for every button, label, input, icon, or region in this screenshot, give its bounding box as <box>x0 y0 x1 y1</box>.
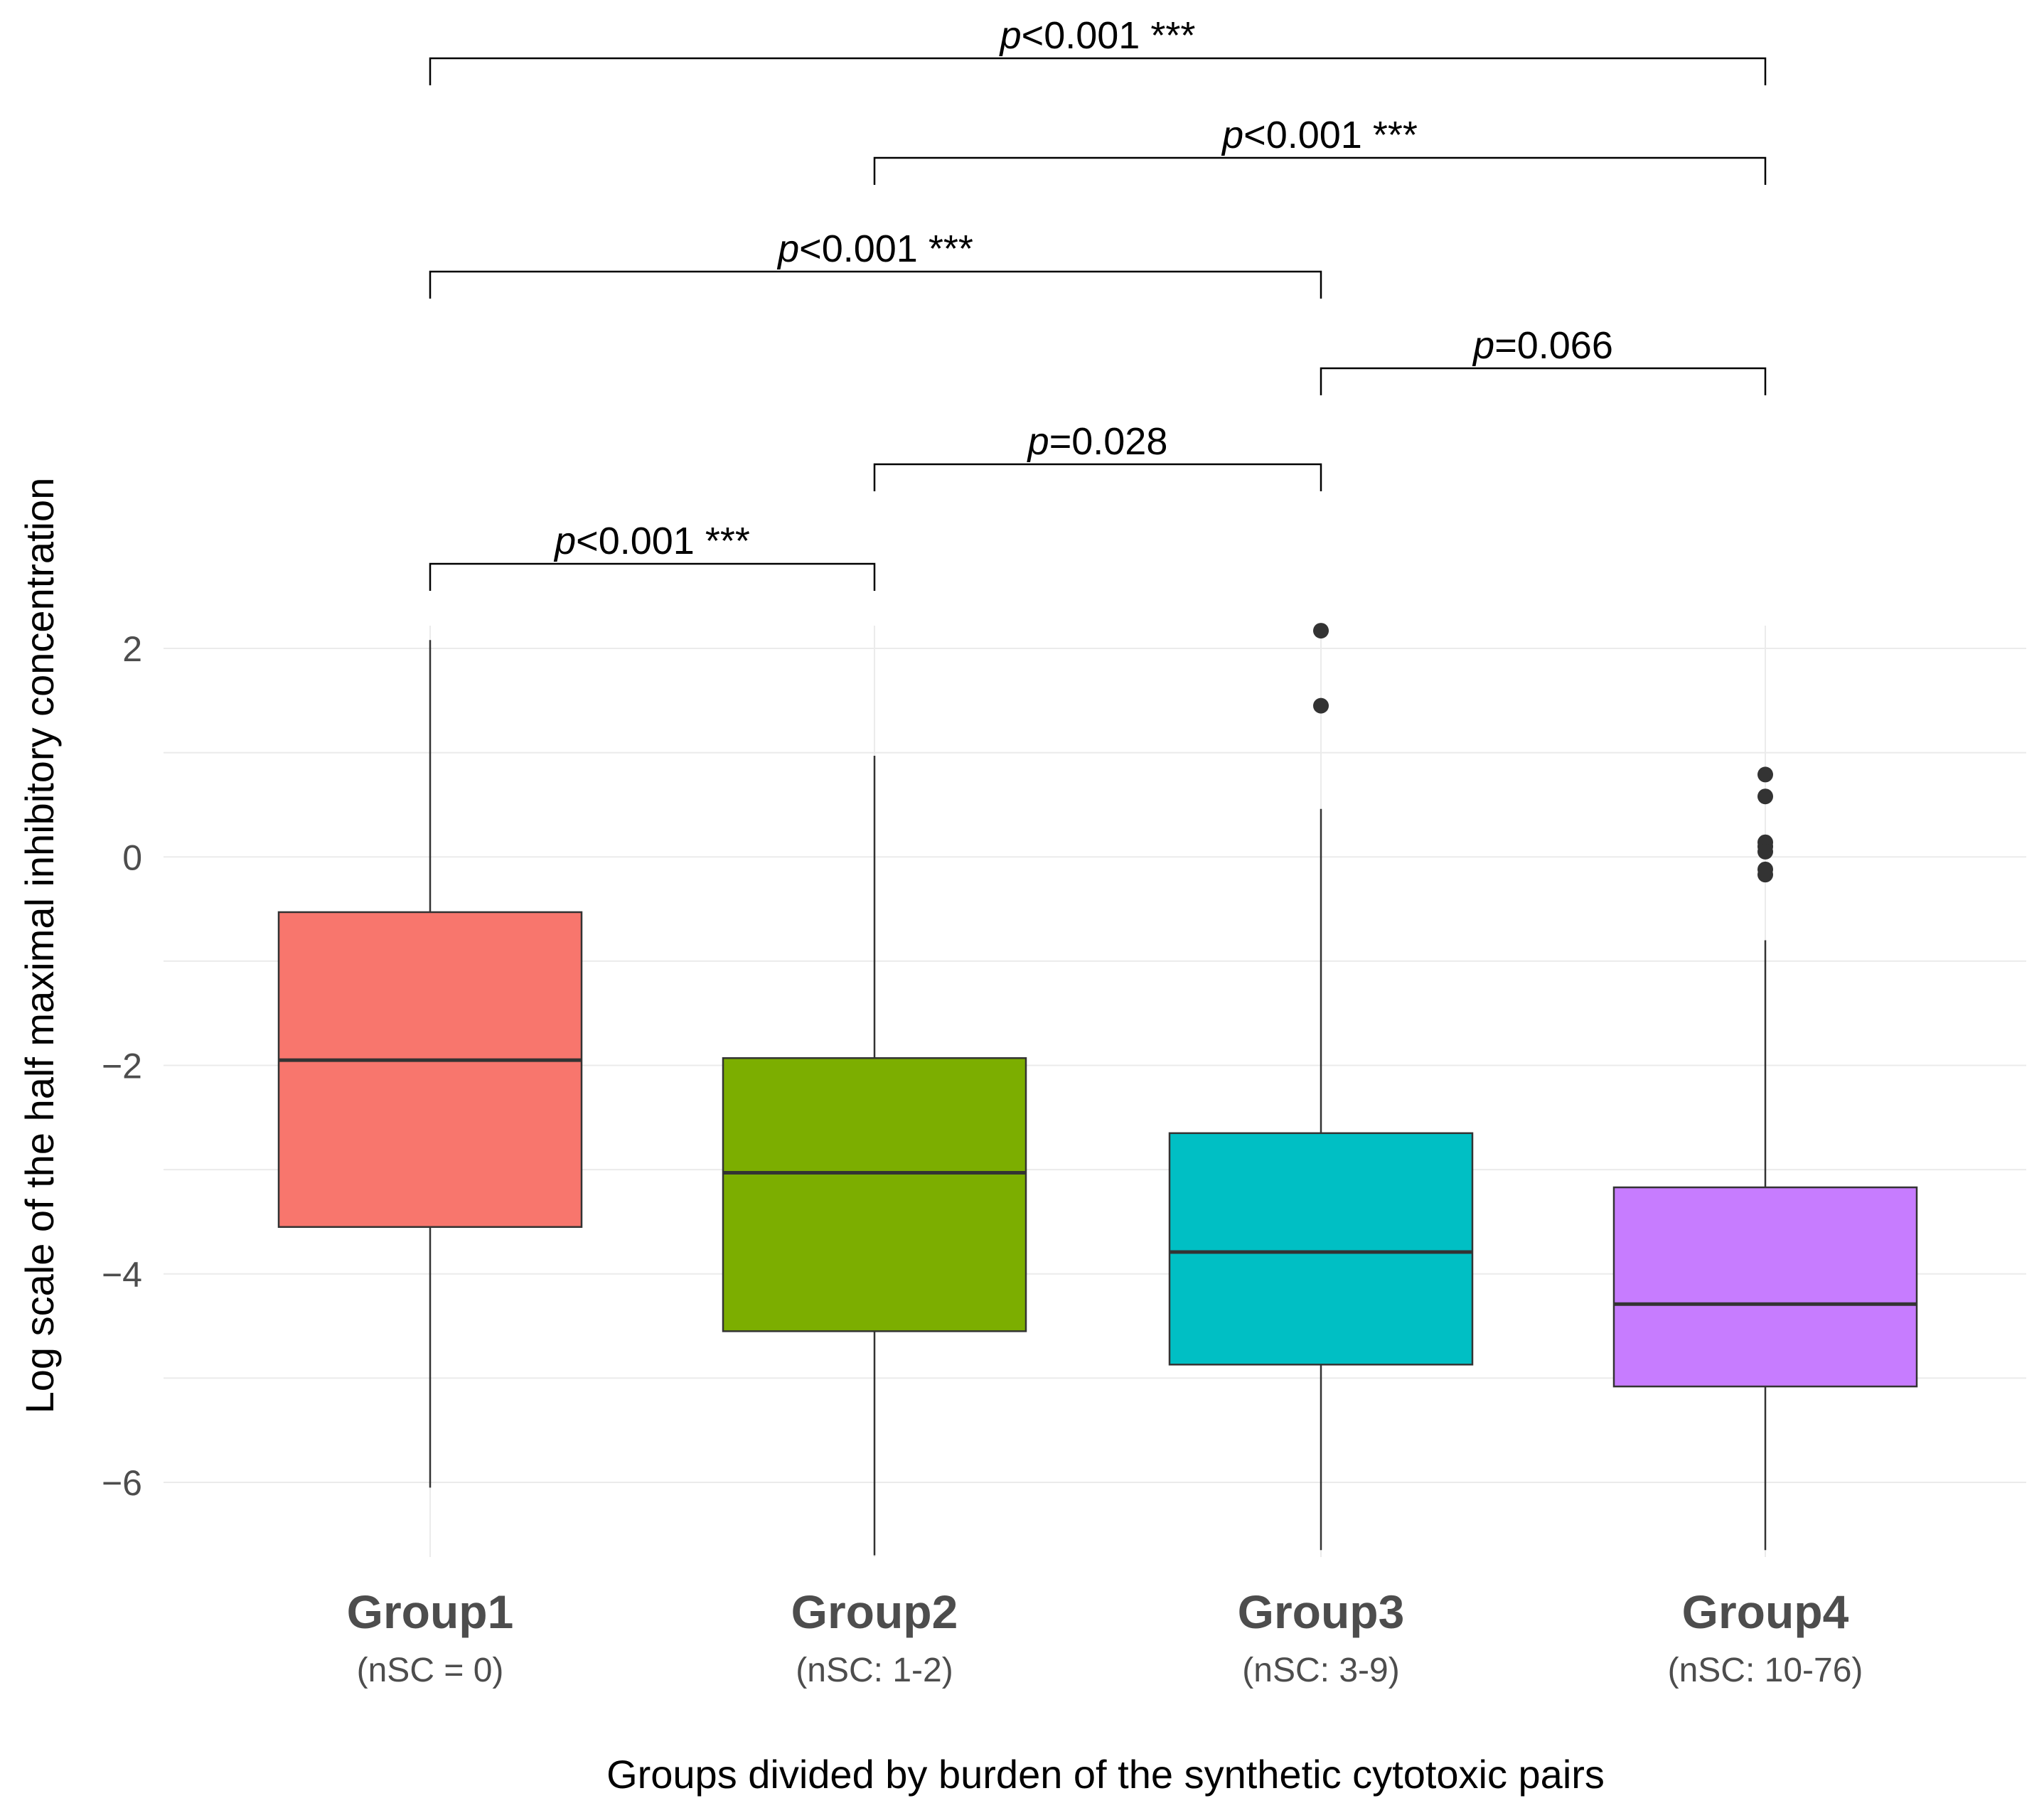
box-rect <box>277 911 583 1229</box>
box-rect <box>1612 1186 1918 1388</box>
p-value-label: p=0.028 <box>1027 420 1168 463</box>
bracket-line <box>873 156 1767 185</box>
sig-bracket: p=0.028 <box>873 420 1322 491</box>
significance-brackets: p<0.001 ***p<0.001 ***p<0.001 ***p=0.066… <box>429 14 1767 591</box>
box-group1 <box>277 640 583 1488</box>
sig-bracket: p<0.001 *** <box>873 114 1767 185</box>
x-category-label: Group2 <box>791 1585 958 1638</box>
bracket-line <box>429 562 876 591</box>
y-tick-label: 2 <box>122 629 142 669</box>
x-category-sublabel: (nSC: 10-76) <box>1668 1652 1863 1689</box>
p-value-label: p=0.066 <box>1472 324 1613 367</box>
sig-bracket: p=0.066 <box>1320 324 1767 395</box>
sig-bracket: p<0.001 *** <box>429 14 1767 85</box>
p-symbol: p <box>999 14 1022 57</box>
outlier-point <box>1313 697 1329 714</box>
y-tick-label: 0 <box>122 838 142 877</box>
boxes-layer <box>277 623 1918 1556</box>
y-tick-label: −2 <box>102 1047 142 1086</box>
p-symbol: p <box>1221 114 1243 156</box>
box-group4 <box>1612 766 1918 1551</box>
y-axis-title: Log scale of the half maximal inhibitory… <box>17 478 62 1414</box>
p-symbol: p <box>1027 420 1049 463</box>
p-value-text: <0.001 *** <box>576 520 750 562</box>
box-rect <box>1168 1132 1474 1366</box>
x-category-label: Group3 <box>1238 1585 1405 1638</box>
outlier-point <box>1313 623 1329 639</box>
box-group3 <box>1168 623 1474 1551</box>
x-axis-title: Groups divided by burden of the syntheti… <box>606 1752 1605 1797</box>
y-tick-labels: 2 0 −2 −4 −6 <box>102 629 142 1503</box>
p-symbol: p <box>1472 324 1494 367</box>
x-category-sublabel: (nSC: 3-9) <box>1242 1652 1399 1689</box>
bracket-line <box>429 57 1767 85</box>
p-value-text: <0.001 *** <box>799 228 973 270</box>
x-category-sublabel: (nSC: 1-2) <box>796 1652 953 1689</box>
x-category-labels: Group1 (nSC = 0) Group2 (nSC: 1-2) Group3 (nS… <box>347 1585 1863 1689</box>
outlier-point <box>1757 788 1773 805</box>
box-rect <box>722 1057 1027 1332</box>
p-value-text: <0.001 *** <box>1022 14 1196 57</box>
outlier-point <box>1757 843 1773 860</box>
p-value-text: <0.001 *** <box>1243 114 1418 156</box>
p-value-label: p<0.001 *** <box>1221 114 1418 156</box>
p-value-text: =0.028 <box>1049 420 1168 463</box>
bracket-line <box>1320 367 1767 395</box>
p-value-label: p<0.001 *** <box>553 520 750 562</box>
x-category-label: Group1 <box>347 1585 514 1638</box>
p-value-label: p<0.001 *** <box>999 14 1196 57</box>
p-value-label: p<0.001 *** <box>776 228 973 270</box>
outlier-point <box>1757 766 1773 783</box>
y-tick-label: −4 <box>102 1255 142 1295</box>
sig-bracket: p<0.001 *** <box>429 228 1322 299</box>
p-value-text: =0.066 <box>1494 324 1613 367</box>
bracket-line <box>873 463 1322 491</box>
x-category-label: Group4 <box>1682 1585 1849 1638</box>
box-group2 <box>722 756 1027 1556</box>
y-tick-label: −6 <box>102 1463 142 1503</box>
outlier-point <box>1757 867 1773 883</box>
bracket-line <box>429 270 1322 299</box>
x-category-sublabel: (nSC = 0) <box>357 1652 504 1689</box>
p-symbol: p <box>776 228 799 270</box>
sig-bracket: p<0.001 *** <box>429 520 876 591</box>
p-symbol: p <box>553 520 576 562</box>
